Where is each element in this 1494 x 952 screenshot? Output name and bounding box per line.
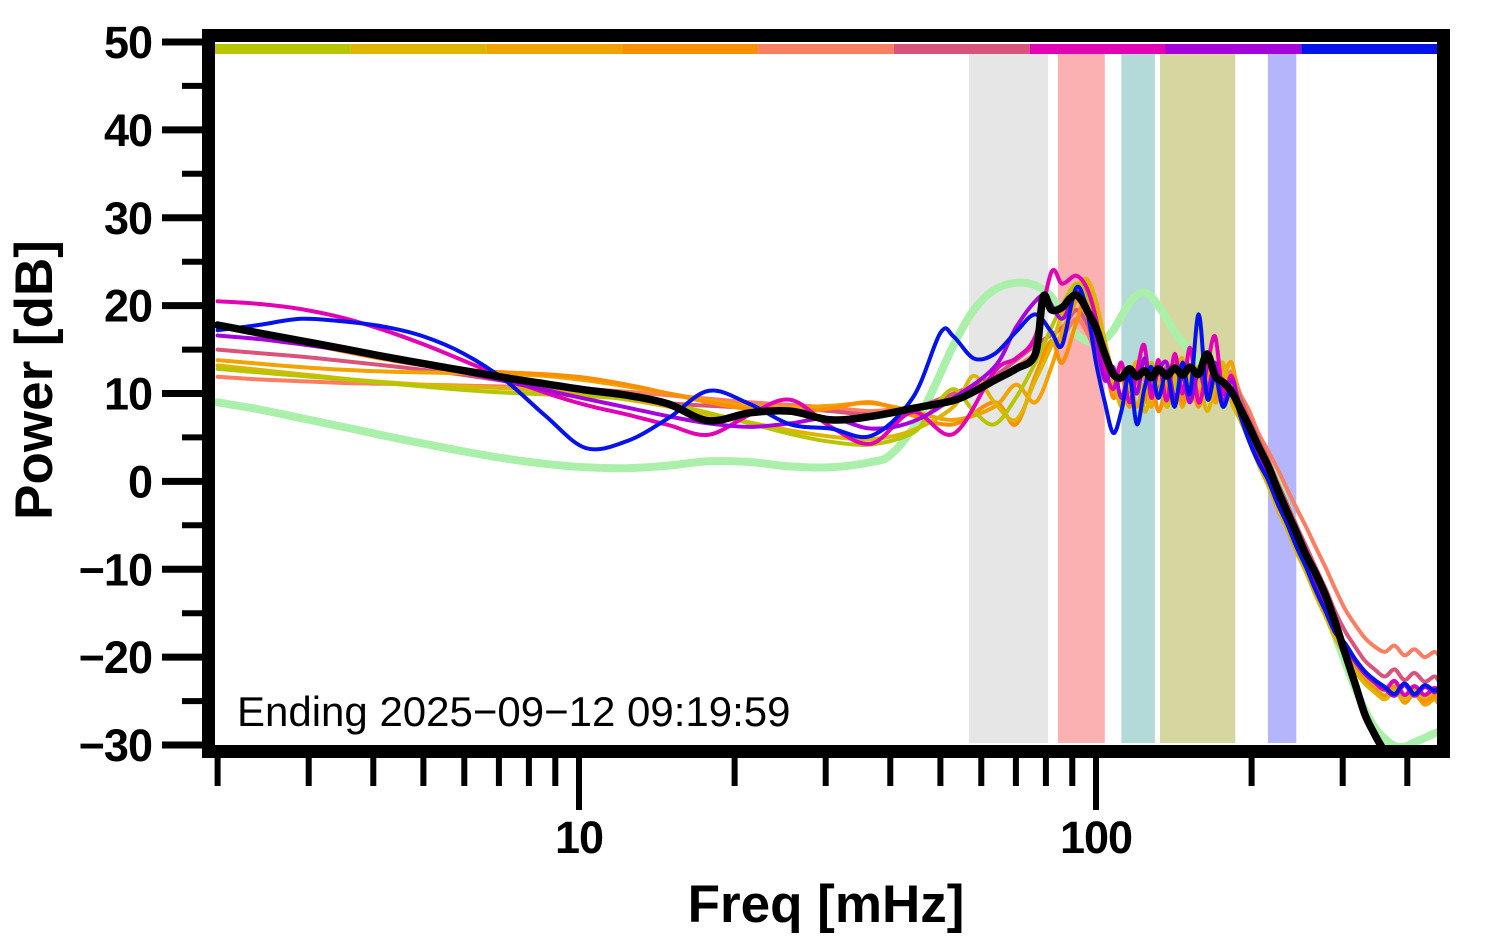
x-tick-label-100: 100 (1060, 812, 1132, 863)
x-tick-label-10: 10 (555, 812, 603, 863)
curve-magenta (215, 268, 1438, 697)
y-tick-label--30: −30 (79, 720, 152, 771)
y-tick-label-0: 0 (128, 456, 152, 507)
highlight-bands (969, 54, 1297, 743)
x-axis-title: Freq [mHz] (688, 875, 965, 934)
curve-rose (215, 308, 1438, 684)
time-colorbar (215, 44, 1437, 54)
colorbar-segment-7 (1029, 44, 1166, 54)
curve-pale-green (215, 278, 1438, 745)
colorbar-segment-2 (350, 44, 487, 54)
curve-purple (215, 290, 1438, 698)
x-axis-ticks (214, 758, 1411, 810)
curve-black-mean (215, 291, 1386, 745)
colorbar-segment-8 (1165, 44, 1302, 54)
y-axis-title: Power [dB] (5, 240, 64, 520)
spectra-curves (215, 268, 1438, 745)
y-axis-tick-labels: 50 40 30 20 10 0 −10 −20 −30 (79, 17, 153, 771)
colorbar-segment-6 (893, 44, 1030, 54)
curve-blue (215, 284, 1438, 697)
colorbar-segment-9 (1301, 44, 1437, 54)
x-axis-tick-labels: 10 100 (555, 812, 1133, 863)
y-tick-label--20: −20 (79, 632, 152, 683)
curve-gold (215, 276, 1438, 702)
curve-yellow-green (215, 281, 1438, 698)
band-pink (1057, 54, 1105, 743)
y-tick-label-30: 30 (104, 193, 152, 244)
colorbar-segment-3 (486, 44, 623, 54)
y-axis-ticks (162, 38, 202, 749)
colorbar-segment-1 (215, 44, 351, 54)
band-gray (969, 54, 1049, 743)
ending-timestamp-annotation: Ending 2025−09−12 09:19:59 (237, 688, 791, 735)
y-tick-label-40: 40 (104, 105, 152, 156)
colorbar-segment-5 (758, 44, 894, 54)
curve-salmon (215, 316, 1438, 660)
y-tick-label-20: 20 (104, 281, 152, 332)
curve-orange (215, 281, 1438, 707)
y-tick-label-10: 10 (104, 369, 152, 420)
y-tick-label-50: 50 (104, 17, 152, 68)
band-lavender (1267, 54, 1297, 743)
colorbar-segment-4 (622, 44, 759, 54)
curve-dark-orange (215, 290, 1438, 704)
plot-frame (202, 29, 1450, 758)
y-tick-label--10: −10 (79, 544, 152, 595)
